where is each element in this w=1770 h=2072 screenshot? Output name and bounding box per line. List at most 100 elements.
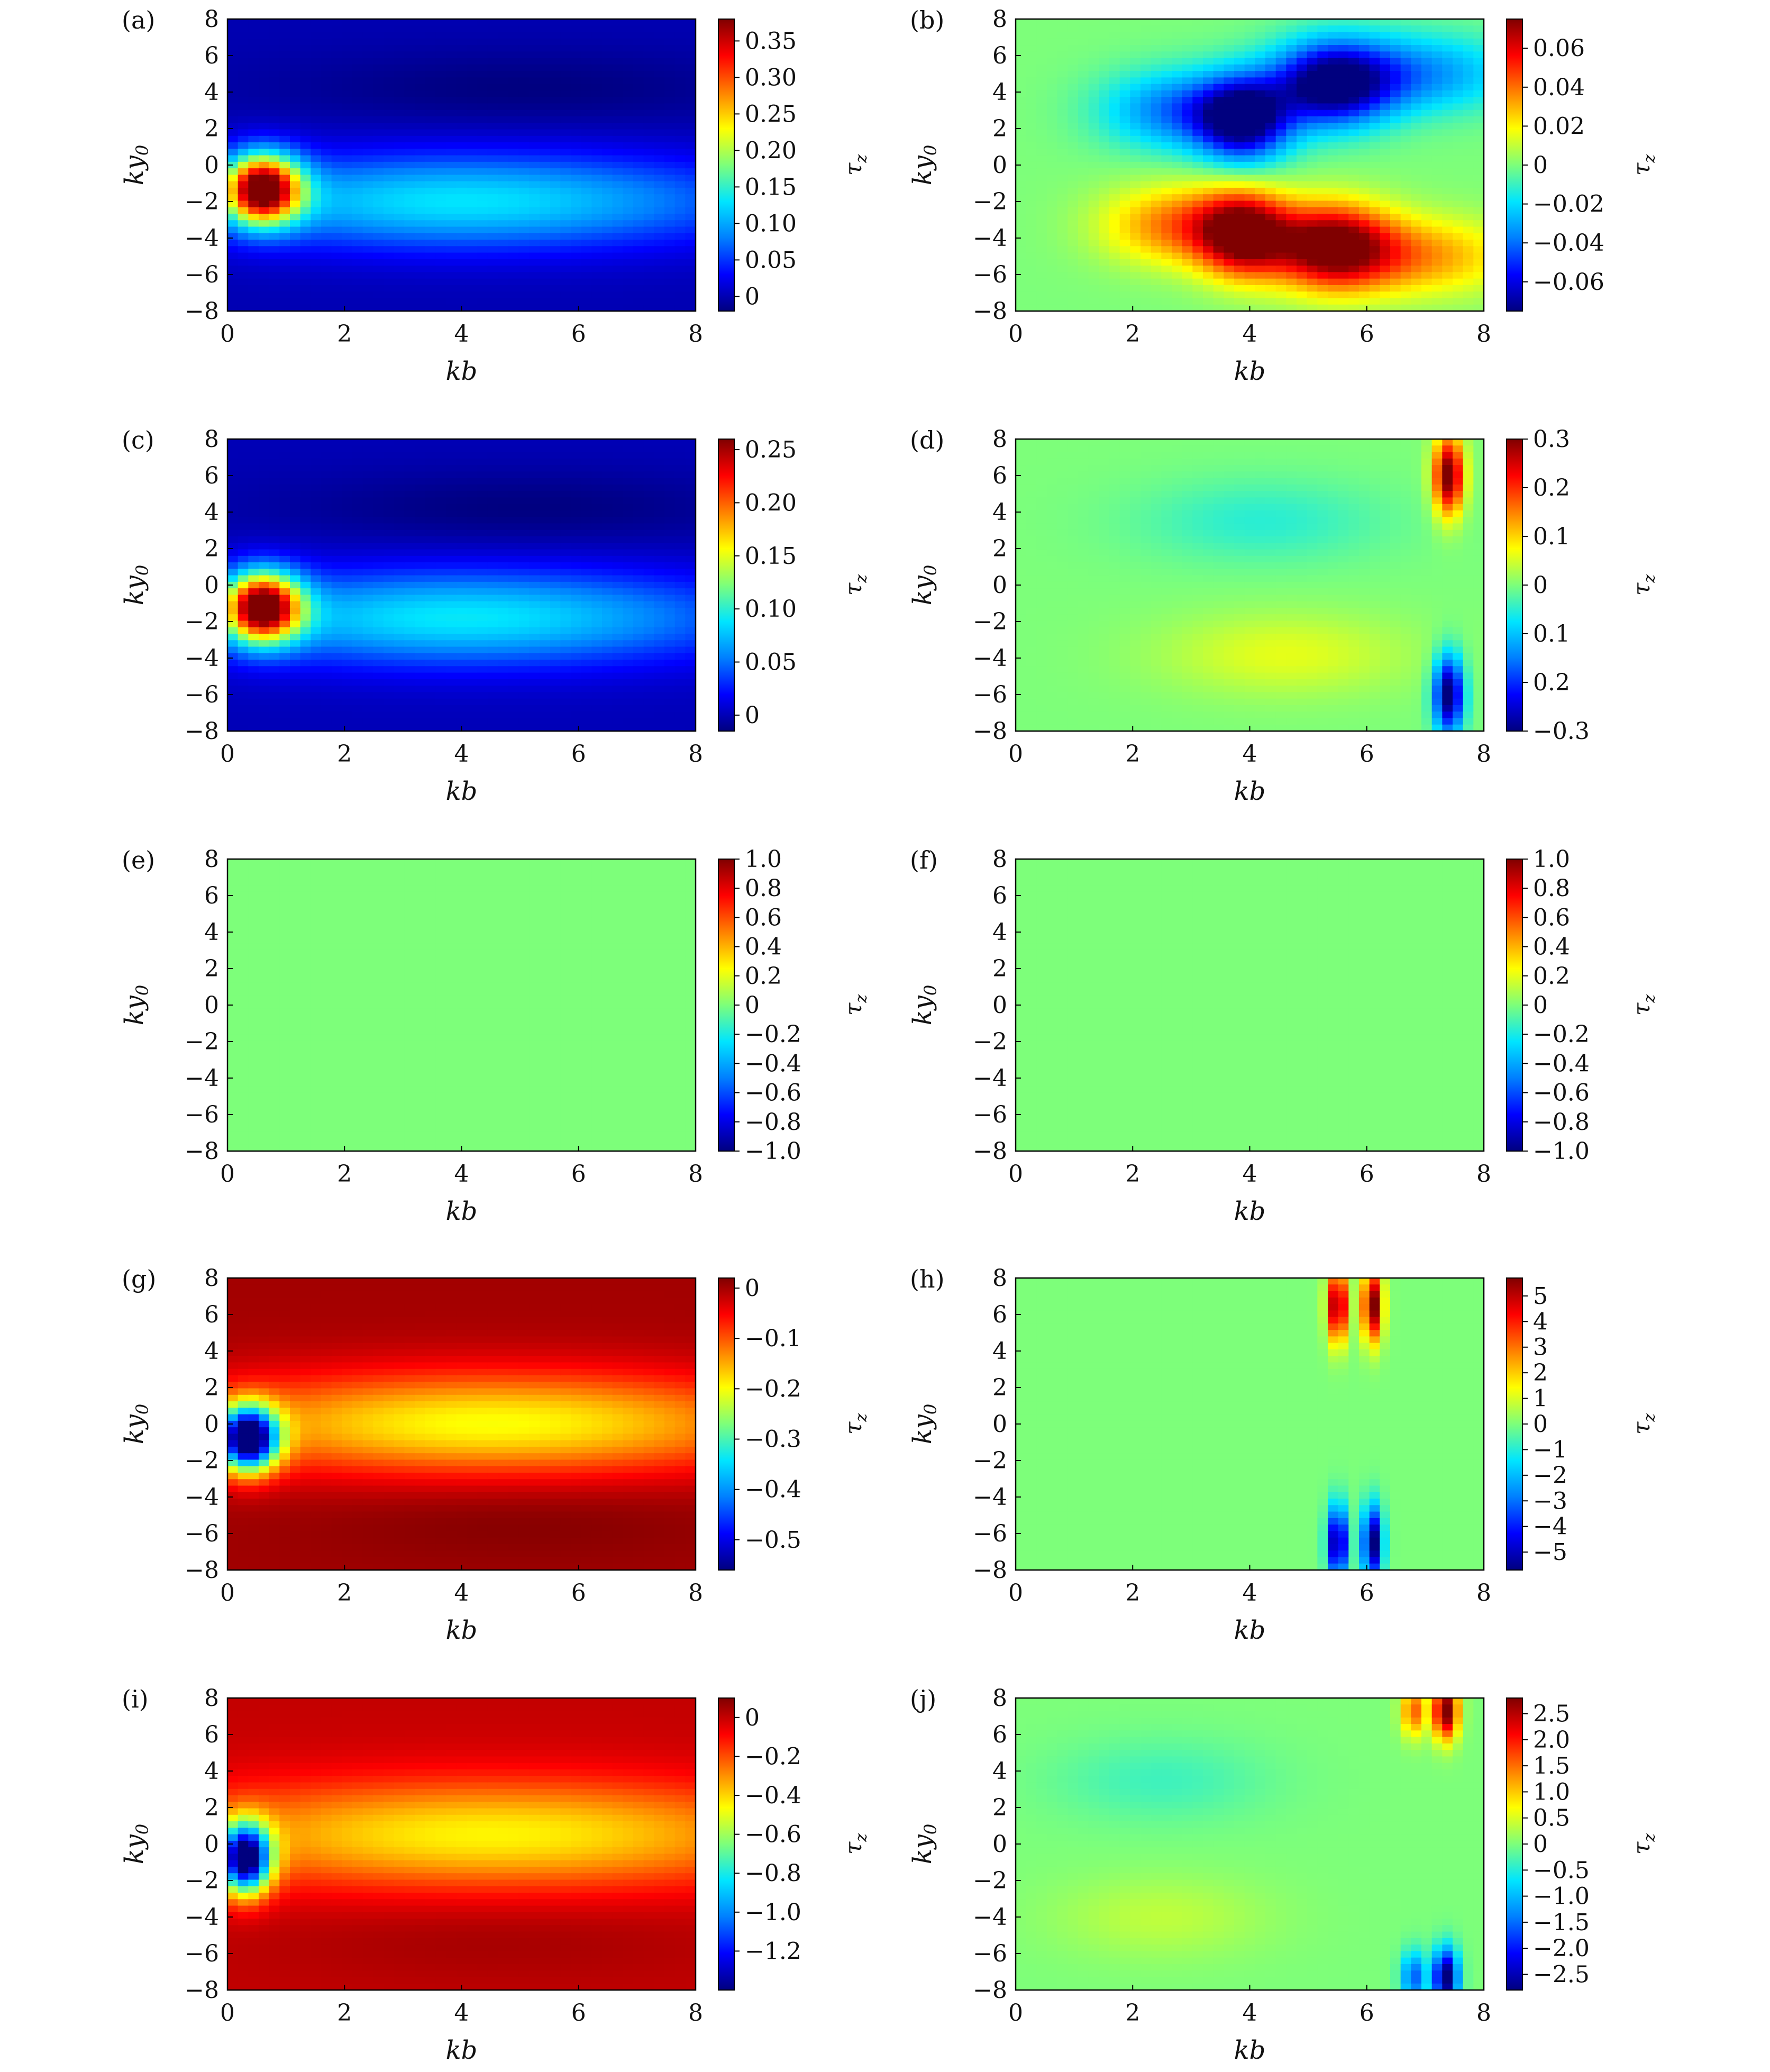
heatmap-cell — [373, 90, 384, 97]
heatmap-cell — [1442, 233, 1453, 240]
heatmap-cell — [352, 25, 363, 33]
heatmap-cell — [1431, 32, 1443, 39]
heatmap-cell — [518, 38, 530, 45]
heatmap-cell — [1244, 77, 1255, 85]
heatmap-cell — [643, 25, 654, 33]
heatmap-cell — [1359, 240, 1370, 247]
heatmap-cell — [456, 259, 467, 266]
heatmap-cell — [1442, 226, 1453, 234]
heatmap-cell — [1036, 200, 1047, 208]
heatmap-cell — [300, 181, 311, 188]
heatmap-cell — [311, 259, 322, 266]
heatmap-cell — [248, 698, 259, 706]
heatmap-cell — [1244, 129, 1255, 136]
heatmap-cell — [1026, 155, 1037, 162]
heatmap-cell — [331, 246, 342, 253]
heatmap-cell — [498, 103, 509, 111]
heatmap-cell — [1453, 233, 1464, 240]
heatmap-cell — [373, 272, 384, 279]
heatmap-cell — [477, 278, 488, 286]
heatmap-cell — [571, 84, 582, 91]
heatmap-cell — [269, 214, 280, 221]
heatmap-cell — [1286, 285, 1297, 292]
heatmap-cell — [602, 220, 613, 227]
heatmap-cell — [1099, 259, 1110, 266]
heatmap-cell — [1119, 220, 1130, 227]
heatmap-cell — [300, 168, 311, 175]
heatmap-cell — [404, 278, 415, 286]
heatmap-cell — [664, 214, 676, 221]
heatmap-cell — [352, 291, 363, 299]
heatmap-cell — [550, 291, 561, 299]
heatmap-cell — [1369, 149, 1380, 156]
heatmap-cell — [571, 278, 582, 286]
heatmap-cell — [1421, 246, 1433, 253]
heatmap-cell — [373, 705, 384, 712]
heatmap-cell — [415, 58, 426, 65]
heatmap-cell — [1099, 246, 1110, 253]
heatmap-cell — [1047, 64, 1058, 71]
heatmap-cell — [373, 252, 384, 260]
heatmap-cell — [269, 607, 280, 615]
heatmap-cell — [1099, 226, 1110, 234]
heatmap-cell — [290, 620, 301, 628]
heatmap-cell — [518, 272, 530, 279]
heatmap-cell — [425, 181, 436, 188]
heatmap-cell — [238, 601, 249, 608]
heatmap-cell — [529, 155, 540, 162]
heatmap-cell — [1172, 58, 1183, 65]
heatmap-cell — [259, 640, 270, 647]
heatmap-cell — [384, 220, 395, 227]
heatmap-cell — [1213, 246, 1224, 253]
heatmap-cell — [1213, 45, 1224, 52]
heatmap-cell — [685, 97, 696, 104]
heatmap-cell — [487, 64, 498, 71]
heatmap-cell — [467, 214, 478, 221]
heatmap-cell — [591, 233, 603, 240]
heatmap-cell — [1473, 298, 1484, 305]
heatmap-cell — [1182, 64, 1193, 71]
heatmap-cell — [1265, 259, 1276, 266]
heatmap-cell — [1130, 259, 1141, 266]
heatmap-cell — [435, 285, 446, 292]
heatmap-cell — [1348, 84, 1360, 91]
heatmap-cell — [384, 291, 395, 299]
heatmap-cell — [1161, 109, 1172, 117]
heatmap-cell — [404, 149, 415, 156]
heatmap-cell — [342, 549, 353, 556]
heatmap-cell — [1036, 214, 1047, 221]
heatmap-cell — [238, 116, 249, 123]
heatmap-cell — [591, 291, 603, 299]
heatmap-cell — [1057, 304, 1068, 312]
heatmap-cell — [498, 226, 509, 234]
heatmap-cell — [1400, 142, 1411, 149]
heatmap-cell — [1380, 25, 1391, 33]
heatmap-cell — [1161, 135, 1172, 143]
heatmap-cell — [415, 445, 426, 453]
heatmap-cell — [352, 233, 363, 240]
heatmap-cell — [591, 155, 603, 162]
heatmap-cell — [1473, 246, 1484, 253]
heatmap-cell — [1463, 252, 1474, 260]
heatmap-cell — [342, 291, 353, 299]
heatmap-cell — [571, 135, 582, 143]
heatmap-cell — [321, 25, 332, 33]
heatmap-cell — [1016, 25, 1027, 33]
heatmap-cell — [352, 601, 363, 608]
heatmap-cell — [1099, 25, 1110, 33]
heatmap-cell — [1172, 109, 1183, 117]
heatmap-cell — [238, 149, 249, 156]
heatmap-cell — [1400, 194, 1411, 202]
heatmap-cell — [362, 705, 373, 712]
heatmap-cell — [362, 549, 373, 556]
heatmap-cell — [1151, 259, 1162, 266]
heatmap-cell — [591, 58, 603, 65]
heatmap-cell — [227, 123, 239, 130]
heatmap-cell — [467, 266, 478, 272]
heatmap-cell — [279, 103, 290, 111]
heatmap-cell — [1297, 214, 1308, 221]
heatmap-cell — [529, 64, 540, 71]
heatmap-cell — [571, 25, 582, 33]
heatmap-cell — [1453, 207, 1464, 214]
heatmap-cell — [321, 569, 332, 576]
